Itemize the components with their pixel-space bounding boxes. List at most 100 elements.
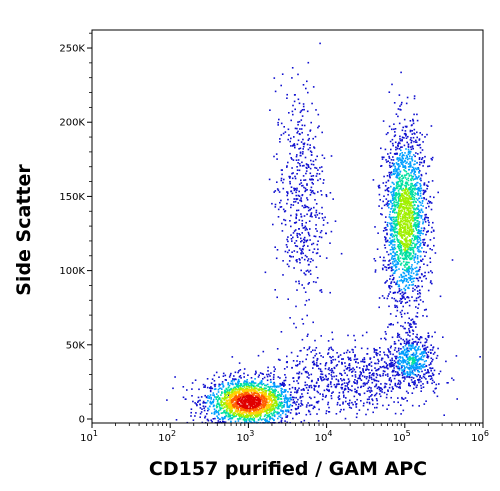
data-point bbox=[365, 413, 367, 416]
data-point bbox=[278, 411, 280, 414]
data-point bbox=[391, 202, 393, 205]
data-point bbox=[264, 393, 266, 396]
data-point bbox=[338, 360, 340, 363]
data-point bbox=[423, 160, 426, 162]
data-point bbox=[397, 174, 399, 177]
data-point bbox=[407, 248, 410, 250]
data-point bbox=[404, 214, 406, 217]
data-point bbox=[424, 214, 426, 216]
data-point bbox=[395, 305, 398, 307]
data-point bbox=[309, 239, 311, 241]
data-point bbox=[401, 254, 404, 257]
data-point bbox=[420, 189, 422, 192]
data-point bbox=[388, 206, 390, 209]
data-point bbox=[328, 406, 330, 409]
data-point bbox=[406, 362, 409, 365]
data-point bbox=[282, 208, 285, 211]
data-point bbox=[264, 271, 267, 274]
data-point bbox=[268, 392, 270, 395]
data-point bbox=[405, 238, 408, 240]
data-point bbox=[326, 388, 328, 391]
data-point bbox=[307, 402, 309, 404]
data-point bbox=[370, 365, 373, 367]
data-point bbox=[416, 247, 419, 250]
data-point bbox=[411, 133, 414, 135]
data-point bbox=[456, 398, 458, 400]
data-point bbox=[301, 219, 304, 222]
data-point bbox=[427, 336, 430, 339]
data-point bbox=[402, 219, 405, 222]
data-point bbox=[423, 350, 426, 353]
data-point bbox=[420, 242, 422, 245]
data-point bbox=[408, 205, 410, 207]
data-point bbox=[289, 394, 292, 396]
data-point bbox=[407, 148, 410, 151]
data-point bbox=[387, 179, 390, 182]
data-point bbox=[308, 298, 310, 301]
data-point bbox=[405, 359, 407, 362]
data-point bbox=[370, 389, 372, 392]
data-point bbox=[247, 385, 250, 388]
data-point bbox=[417, 220, 419, 222]
data-point bbox=[304, 206, 307, 209]
data-point bbox=[402, 362, 404, 364]
data-point bbox=[280, 392, 283, 394]
data-point bbox=[312, 192, 315, 194]
data-point bbox=[295, 326, 297, 329]
data-point bbox=[374, 379, 377, 382]
data-point bbox=[223, 406, 226, 408]
data-point bbox=[366, 353, 369, 355]
data-point bbox=[397, 180, 399, 183]
data-point bbox=[385, 133, 388, 136]
data-point bbox=[297, 407, 299, 410]
data-point bbox=[243, 418, 245, 420]
data-point bbox=[246, 416, 248, 418]
data-point bbox=[412, 249, 415, 252]
data-point bbox=[424, 344, 426, 347]
data-point bbox=[399, 157, 401, 159]
data-point bbox=[414, 217, 417, 219]
data-point bbox=[253, 389, 256, 391]
data-point bbox=[259, 381, 262, 384]
data-point bbox=[228, 393, 231, 395]
data-point bbox=[389, 140, 392, 143]
data-point bbox=[385, 161, 388, 163]
data-point bbox=[354, 371, 357, 373]
data-point bbox=[393, 102, 396, 104]
data-point bbox=[211, 412, 213, 415]
data-point bbox=[273, 366, 275, 368]
data-point bbox=[296, 154, 298, 156]
data-point bbox=[422, 351, 424, 353]
data-point bbox=[401, 356, 404, 359]
data-point bbox=[270, 400, 273, 403]
data-point bbox=[274, 388, 277, 391]
data-point bbox=[398, 185, 401, 188]
data-point bbox=[411, 329, 414, 331]
data-point bbox=[406, 156, 408, 159]
data-point bbox=[408, 328, 410, 330]
data-point bbox=[331, 392, 333, 394]
data-point bbox=[399, 199, 401, 201]
data-point bbox=[230, 414, 232, 417]
data-point bbox=[289, 175, 291, 178]
data-point bbox=[419, 143, 421, 146]
data-point bbox=[273, 397, 276, 399]
data-point bbox=[218, 413, 220, 416]
data-point bbox=[389, 346, 392, 349]
data-point bbox=[239, 418, 241, 420]
data-point bbox=[373, 258, 376, 260]
data-point bbox=[409, 139, 412, 141]
data-point bbox=[276, 398, 279, 401]
data-point bbox=[214, 385, 216, 388]
data-point bbox=[414, 359, 417, 361]
data-point bbox=[409, 210, 411, 213]
data-point bbox=[412, 154, 415, 156]
data-point bbox=[416, 349, 418, 351]
data-point bbox=[281, 173, 283, 176]
data-point bbox=[228, 390, 231, 392]
data-point bbox=[418, 378, 420, 381]
data-point bbox=[277, 405, 280, 408]
data-point bbox=[412, 366, 414, 368]
data-point bbox=[330, 385, 333, 388]
data-point bbox=[411, 230, 414, 233]
